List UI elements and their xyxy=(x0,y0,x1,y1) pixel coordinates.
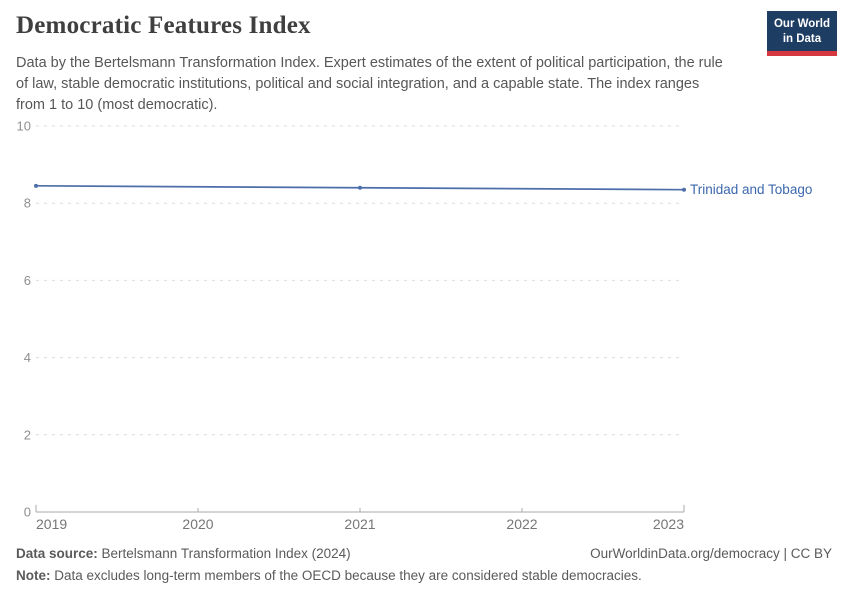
chart-subtitle-line: of law, stable democratic institutions, … xyxy=(16,76,700,92)
chart-subtitle-line: Data by the Bertelsmann Transformation I… xyxy=(16,55,723,71)
chart-subtitle: Data by the Bertelsmann Transformation I… xyxy=(16,53,723,116)
y-axis-tick-label: 4 xyxy=(24,350,31,365)
footer-source-text: Bertelsmann Transformation Index (2024) xyxy=(97,546,351,561)
chart-title: Democratic Features Index xyxy=(16,12,311,39)
footer-source: Data source: Bertelsmann Transformation … xyxy=(16,546,351,561)
chart-subtitle-line: from 1 to 10 (most democratic). xyxy=(16,97,218,113)
y-axis-tick-label: 8 xyxy=(24,196,31,211)
footer-rights-link[interactable]: OurWorldinData.org/democracy | CC BY xyxy=(590,546,832,561)
x-axis-tick-label: 2023 xyxy=(653,516,684,532)
data-point[interactable] xyxy=(358,185,362,190)
footer-source-label: Data source: xyxy=(16,546,98,561)
data-point[interactable] xyxy=(682,187,686,192)
owid-logo-text-line2: in Data xyxy=(782,32,822,45)
y-axis-tick-label: 10 xyxy=(17,119,31,134)
owid-logo-text-line1: Our World xyxy=(773,18,830,30)
data-point[interactable] xyxy=(34,183,38,188)
footer-note-label: Note: xyxy=(16,568,51,583)
x-axis-tick-label: 2021 xyxy=(344,516,375,532)
y-axis-tick-label: 6 xyxy=(24,273,31,288)
series-label[interactable]: Trinidad and Tobago xyxy=(690,182,812,197)
y-axis-tick-label: 0 xyxy=(24,505,31,520)
footer-note-text: Data excludes long-term members of the O… xyxy=(50,568,642,583)
x-axis-tick-label: 2022 xyxy=(506,516,537,532)
owid-logo[interactable]: Our World in Data xyxy=(766,11,837,56)
x-axis-tick-label: 2020 xyxy=(182,516,213,532)
footer-note: Note: Data excludes long-term members of… xyxy=(16,568,642,583)
line-chart: 0 2 4 6 8 10 2019 2020 2021 2022 2023 Trinidad and … xyxy=(17,119,813,533)
y-axis-tick-label: 2 xyxy=(24,427,31,442)
x-axis-tick-label: 2019 xyxy=(36,516,67,532)
